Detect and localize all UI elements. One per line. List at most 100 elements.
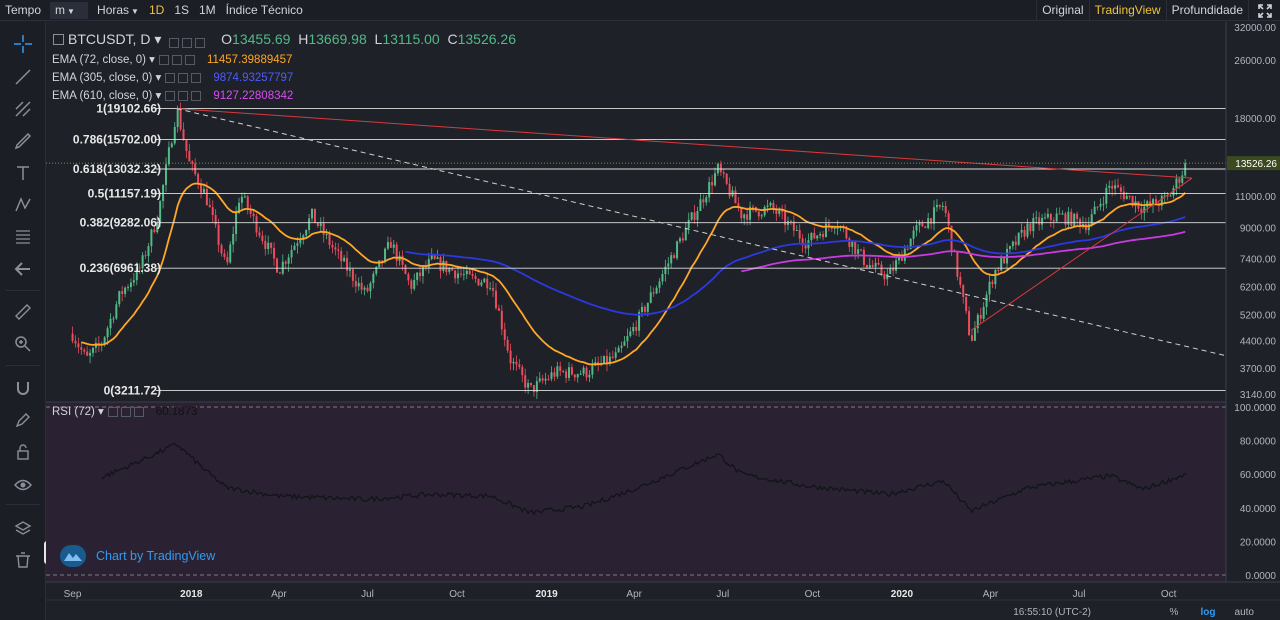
candle-body (836, 227, 839, 229)
ema610-legend[interactable]: EMA (610, close, 0) ▾ 9127.22808342 (52, 90, 294, 102)
chevron-down-icon: ▼ (131, 6, 139, 16)
candle (369, 281, 372, 299)
back-arrow-tool[interactable] (10, 257, 36, 281)
pattern-tool[interactable] (10, 193, 36, 217)
candle-body (611, 356, 614, 358)
interval-1m-button[interactable]: 1M (199, 2, 216, 17)
brush-tool[interactable] (10, 129, 36, 153)
view-tradingview-tab[interactable]: TradingView (1088, 0, 1166, 21)
interval-1s-button[interactable]: 1S (174, 2, 189, 17)
candle (880, 260, 883, 277)
view-original-tab[interactable]: Original (1036, 0, 1088, 21)
candle (156, 215, 159, 234)
hours-dropdown[interactable]: Horas ▼ (97, 2, 139, 17)
log-scale-button[interactable]: log (1201, 607, 1216, 618)
zoom-tool[interactable] (10, 332, 36, 356)
candle (667, 256, 670, 275)
fib-level-label: 0(3211.72) (104, 383, 161, 397)
candle (127, 284, 130, 292)
time-axis-tick: Jul (361, 589, 374, 600)
auto-scale-button[interactable]: auto (1235, 607, 1255, 618)
candle-body (1064, 213, 1067, 225)
ema610-line (741, 230, 1186, 273)
fibonacci-tool[interactable] (10, 225, 36, 249)
candle-body (436, 257, 439, 259)
candle-body (506, 339, 509, 351)
symbol-dropdown[interactable]: BTCUSDT, D ▾ (53, 31, 161, 47)
chevron-down-icon: ▼ (67, 6, 75, 16)
trendline-tool[interactable] (10, 65, 36, 89)
visibility-tool[interactable] (10, 473, 36, 497)
candle-body (944, 205, 947, 214)
candle-body (424, 266, 427, 268)
candle-body (985, 294, 988, 307)
stay-drawing-tool[interactable] (10, 408, 36, 432)
candle (769, 201, 772, 208)
series-settings-buttons[interactable] (169, 35, 213, 49)
candle-body (1011, 241, 1014, 247)
candle (982, 302, 985, 322)
candle (217, 218, 220, 253)
candle (354, 273, 357, 293)
percent-scale-button[interactable]: % (1170, 607, 1179, 618)
candle-body (681, 238, 684, 241)
time-axis-tick: Oct (1161, 589, 1177, 600)
interval-1d-button[interactable]: 1D (148, 2, 165, 17)
candle-body (959, 276, 962, 285)
magnet-tool[interactable] (10, 376, 36, 400)
text-tool[interactable] (10, 161, 36, 185)
time-axis-tick: Jul (716, 589, 729, 600)
rsi-legend[interactable]: RSI (72) ▾ 60.1873 (52, 406, 198, 418)
candle-body (617, 347, 620, 353)
candle-body (696, 210, 699, 220)
view-depth-tab[interactable]: Profundidade (1165, 0, 1248, 21)
candle (346, 251, 349, 277)
ruler-tool[interactable] (10, 300, 36, 324)
ema72-legend[interactable]: EMA (72, close, 0) ▾ 11457.39889457 (52, 54, 293, 66)
candle-body (813, 232, 816, 239)
fullscreen-button[interactable] (1248, 0, 1280, 21)
candle (410, 278, 413, 294)
candle-body (1023, 229, 1026, 237)
candle-body (214, 215, 217, 225)
candle (86, 346, 89, 357)
candle-body (109, 318, 112, 329)
candle-body (205, 188, 208, 205)
candle-body (819, 234, 822, 236)
candle (483, 277, 486, 283)
lock-tool[interactable] (10, 440, 36, 464)
interval-select[interactable]: m ▼ (50, 1, 89, 19)
candle (544, 372, 547, 385)
candle (1119, 184, 1122, 200)
candle-body (261, 235, 264, 241)
candle-body (252, 213, 255, 217)
pitchfork-tool[interactable] (10, 97, 36, 121)
candle-body (162, 184, 165, 202)
candle-body (670, 255, 673, 264)
candle-body (673, 255, 676, 259)
candle-body (235, 212, 238, 234)
candle-body (1140, 208, 1143, 213)
crosshair-tool[interactable] (10, 32, 36, 56)
candle-body (924, 226, 927, 229)
candle-body (1125, 195, 1128, 200)
rsi-axis-tick: 100.0000 (1234, 403, 1276, 414)
tradingview-watermark[interactable]: Chart by TradingView (60, 545, 215, 567)
ema305-legend[interactable]: EMA (305, close, 0) ▾ 9874.93257797 (52, 72, 294, 84)
layers-tool[interactable] (10, 516, 36, 540)
delete-tool[interactable] (10, 548, 36, 572)
candle-body (822, 234, 825, 238)
candle-body (550, 372, 553, 379)
candle-body (976, 314, 979, 329)
candle (164, 157, 167, 193)
candle (322, 216, 325, 243)
candle (1006, 243, 1009, 269)
fib-level-label: 0.786(15702.00) (73, 133, 161, 147)
candle-body (973, 328, 976, 341)
price-chart[interactable]: 1(19102.66) 0.786(15702.00) 0.618(13032.32… (46, 22, 1280, 620)
candle (603, 355, 606, 364)
indicators-button[interactable]: Índice Técnico (225, 2, 303, 17)
candle-body (302, 235, 305, 240)
candle (185, 139, 188, 159)
candle-body (372, 273, 375, 284)
